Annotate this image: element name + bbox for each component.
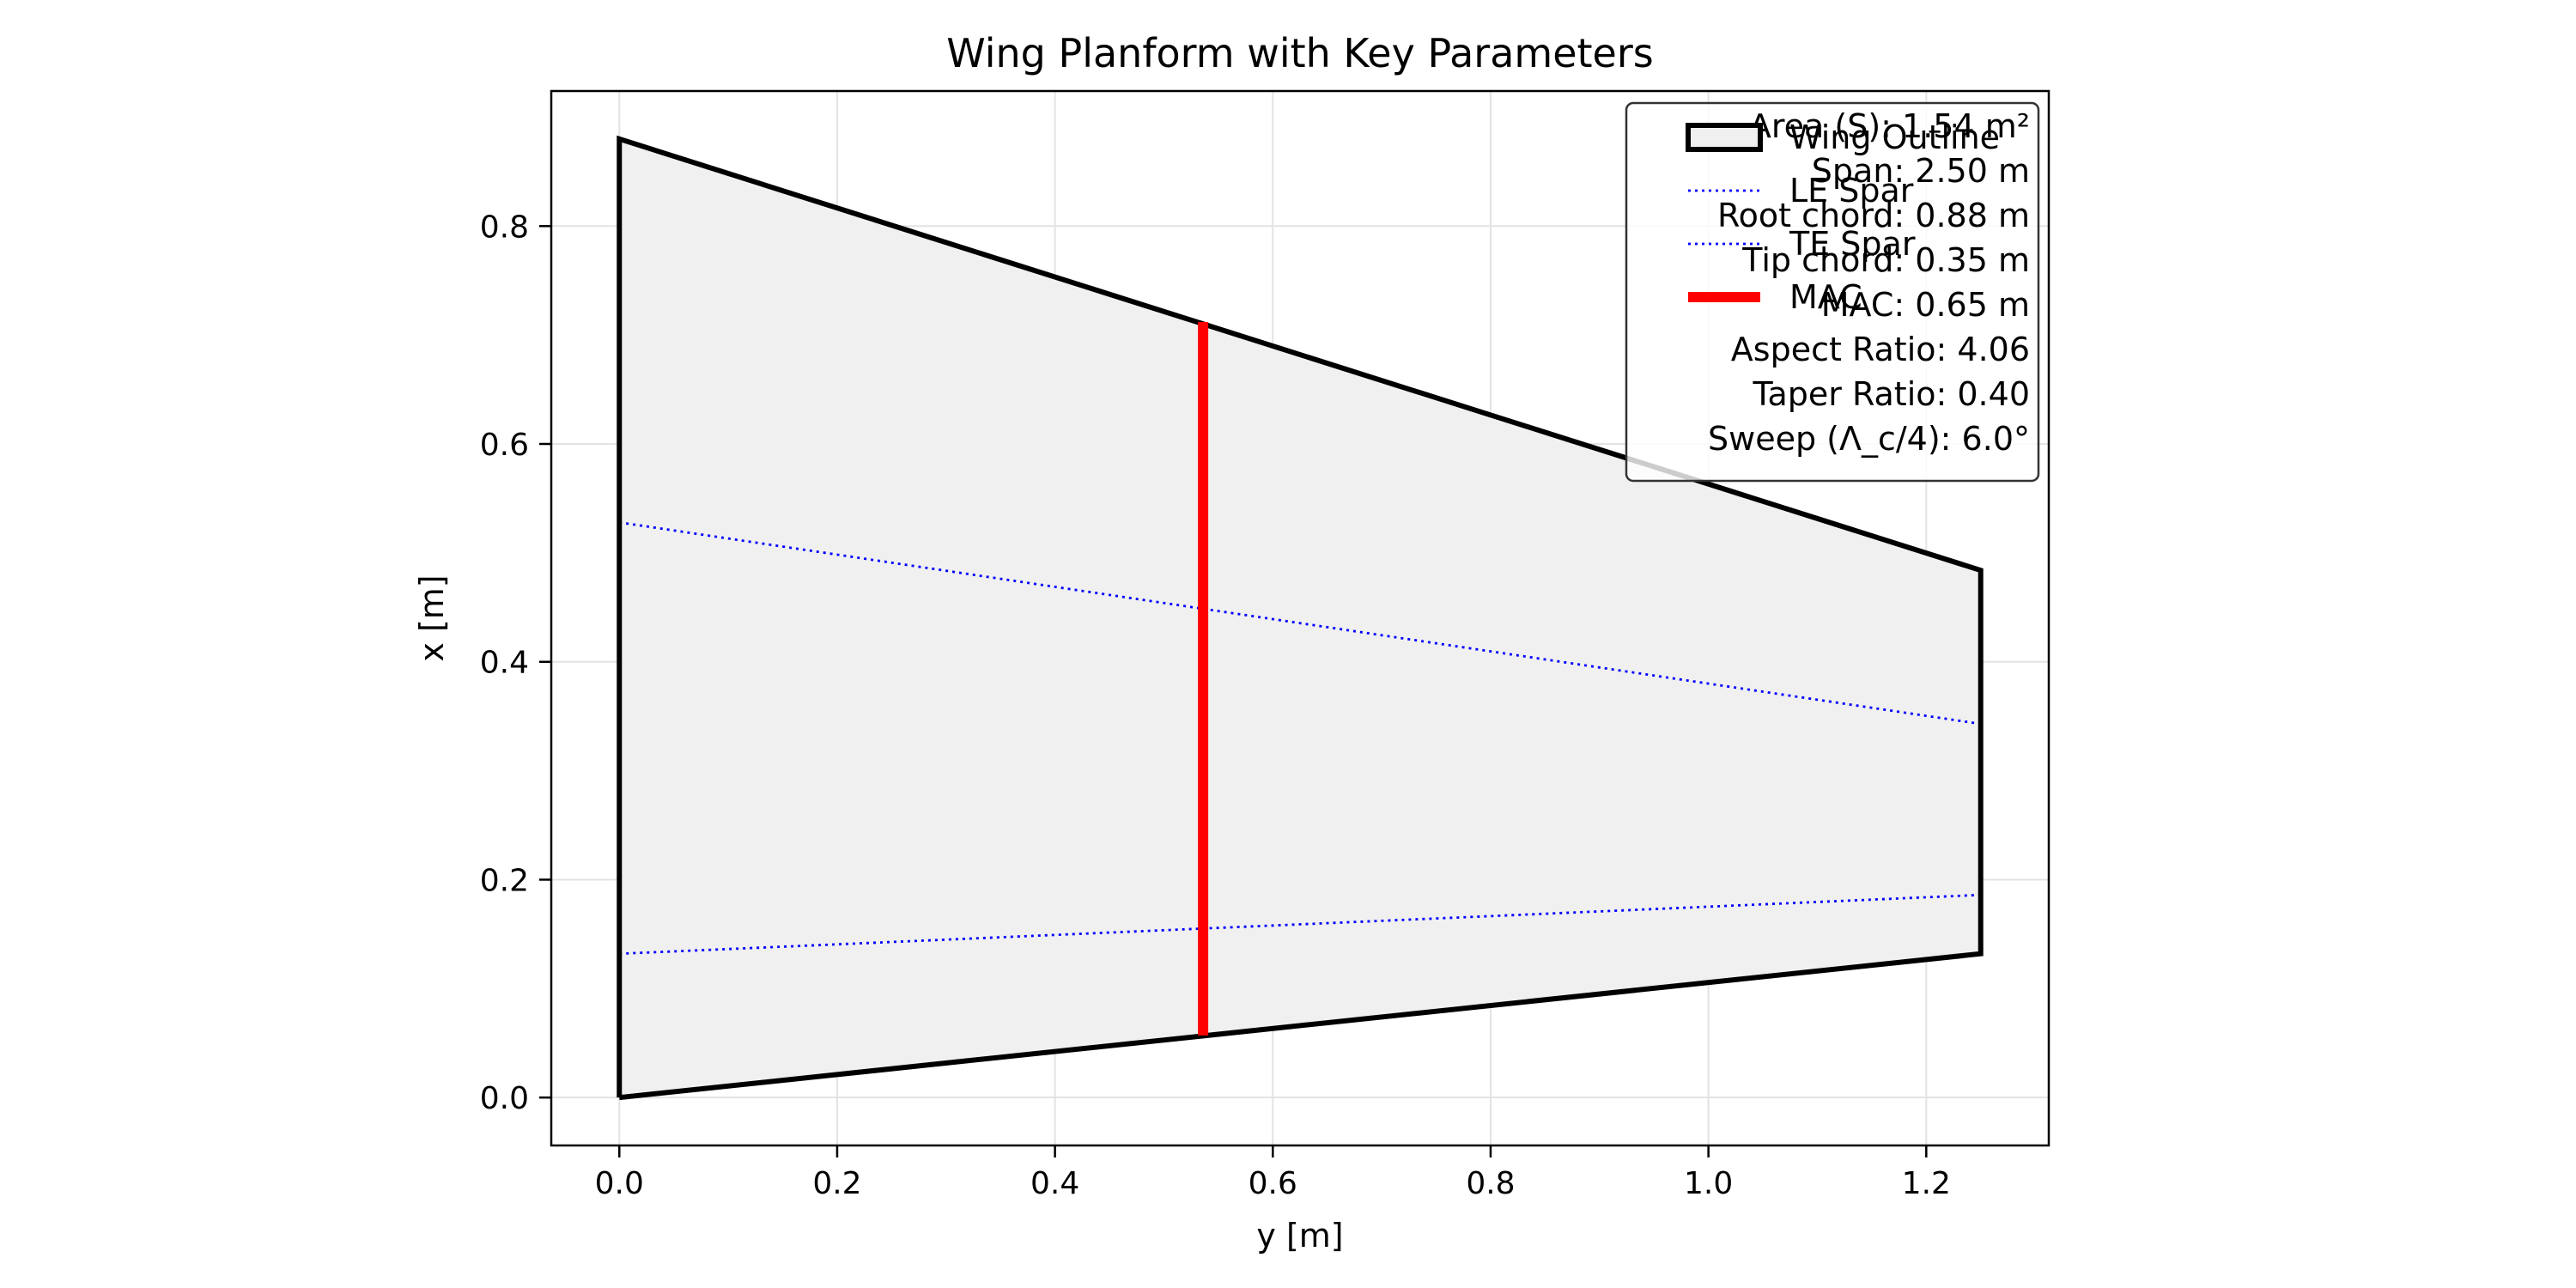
x-tick-label: 0.8	[1466, 1166, 1515, 1201]
x-tick-label: 0.0	[595, 1166, 644, 1201]
annotation-text: Span: 2.50 m	[1812, 152, 2030, 190]
annotation-text: Sweep (Λ_c/4): 6.0°	[1708, 420, 2030, 458]
annotation-text: Aspect Ratio: 4.06	[1731, 331, 2030, 368]
x-tick-label: 0.2	[812, 1166, 861, 1201]
x-tick-label: 0.6	[1249, 1166, 1297, 1201]
legend-swatch-wing-outline	[1686, 123, 1763, 152]
y-tick-label: 0.4	[480, 646, 529, 681]
x-tick-label: 0.4	[1030, 1166, 1079, 1201]
legend-label: MAC	[1789, 278, 1862, 316]
x-tick-label: 1.0	[1684, 1166, 1733, 1201]
y-tick-label: 0.2	[480, 863, 529, 898]
legend-label: LE Spar	[1789, 172, 1914, 210]
legend: Area (S): 1.54 m² Span: 2.50 m Root chord:…	[1625, 101, 2040, 483]
chart-title: Wing Planform with Key Parameters	[946, 30, 1654, 76]
y-tick-label: 0.6	[480, 428, 529, 463]
y-axis-label: x [m]	[413, 574, 451, 661]
y-tick-label: 0.8	[480, 210, 529, 245]
wing-fill	[619, 138, 1981, 1098]
axis-ticks: 0.0 0.2 0.4 0.6 0.8 1.0 1.2 0.0 0.2 0.4 0.6 0.8	[480, 210, 1951, 1201]
annotation-text: Area (S): 1.54 m²	[1749, 107, 2030, 145]
annotation-text: MAC: 0.65 m	[1821, 286, 2030, 324]
annotation-text: Tip chord: 0.35 m	[1741, 241, 2030, 279]
legend-box	[1625, 101, 2040, 483]
plot-area	[617, 135, 1984, 1101]
annotation-text: Root chord: 0.88 m	[1717, 197, 2030, 234]
te-spar-line	[619, 893, 1981, 956]
legend-label: TE Spar	[1789, 225, 1916, 263]
legend-label: Wing Outline	[1789, 118, 2000, 156]
annotation-text: Taper Ratio: 0.40	[1753, 375, 2030, 413]
wing-outline-line	[617, 135, 1984, 1101]
axes-frame	[550, 89, 2050, 1147]
y-tick-label: 0.0	[480, 1081, 529, 1116]
x-axis-label: y [m]	[1256, 1217, 1343, 1255]
x-tick-label: 1.2	[1902, 1166, 1951, 1201]
le-spar-line	[619, 520, 1981, 726]
